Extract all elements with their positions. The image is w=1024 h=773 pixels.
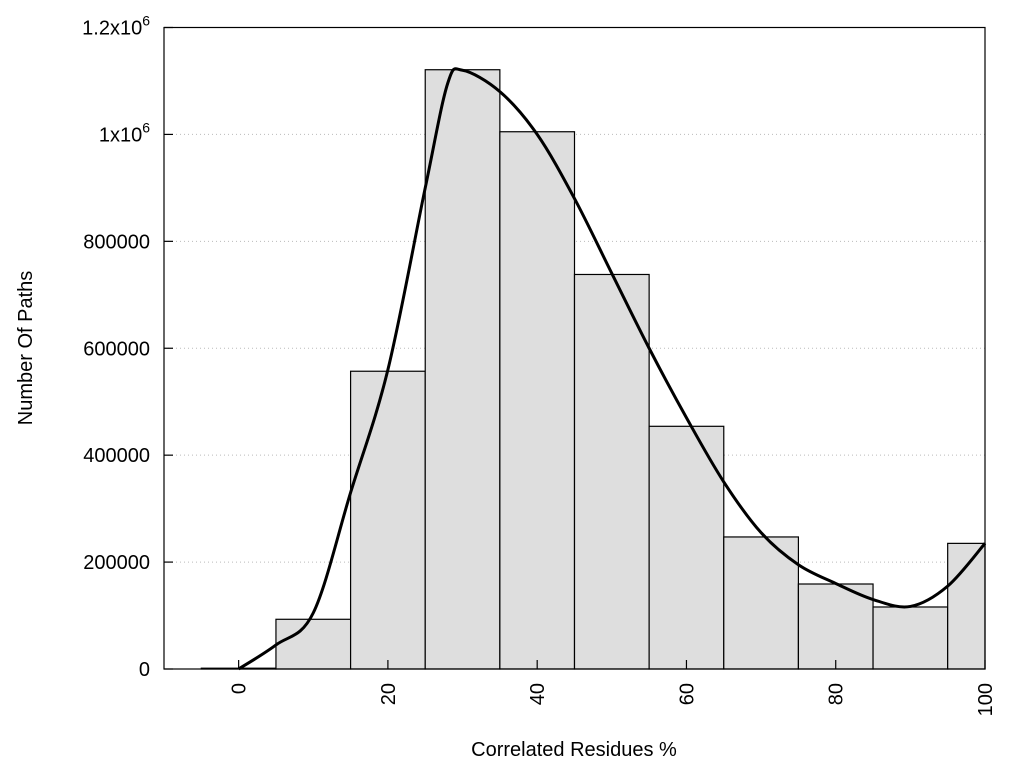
x-tick-label: 60: [676, 683, 698, 705]
histogram-bar: [349, 370, 426, 670]
y-tick-label: 600000: [83, 338, 150, 360]
histogram-bar: [424, 69, 501, 670]
y-tick-label: 1x106: [99, 119, 150, 146]
grid-lines: [164, 133, 985, 563]
density-curve-line: [237, 67, 987, 671]
bars: [200, 69, 986, 670]
histogram-bar: [947, 542, 986, 670]
y-axis-label: Number Of Paths: [15, 271, 37, 426]
y-tick-label: 200000: [83, 552, 150, 574]
histogram-bar: [648, 425, 725, 670]
x-axis-ticks: 0 20 40 60 80 100: [229, 660, 997, 716]
x-tick-label: 20: [378, 683, 400, 705]
y-tick-label: 800000: [83, 231, 150, 253]
x-tick-label: 100: [975, 683, 997, 716]
x-axis-label: Correlated Residues %: [471, 739, 677, 761]
x-tick-label: 80: [826, 683, 848, 705]
y-axis-ticks: 0 200000 400000 600000 800000 1x106 1.2x106: [82, 13, 173, 681]
histogram-bar: [499, 131, 576, 670]
histogram-bar: [872, 606, 949, 670]
histogram-bar: [275, 618, 352, 670]
x-tick-label: 40: [527, 683, 549, 705]
y-tick-label: 1.2x106: [82, 13, 150, 40]
histogram-bar: [573, 273, 650, 670]
y-tick-label: 400000: [83, 445, 150, 467]
density-curve: [237, 67, 987, 671]
x-tick-label: 0: [229, 683, 251, 694]
y-tick-label: 0: [139, 659, 150, 681]
